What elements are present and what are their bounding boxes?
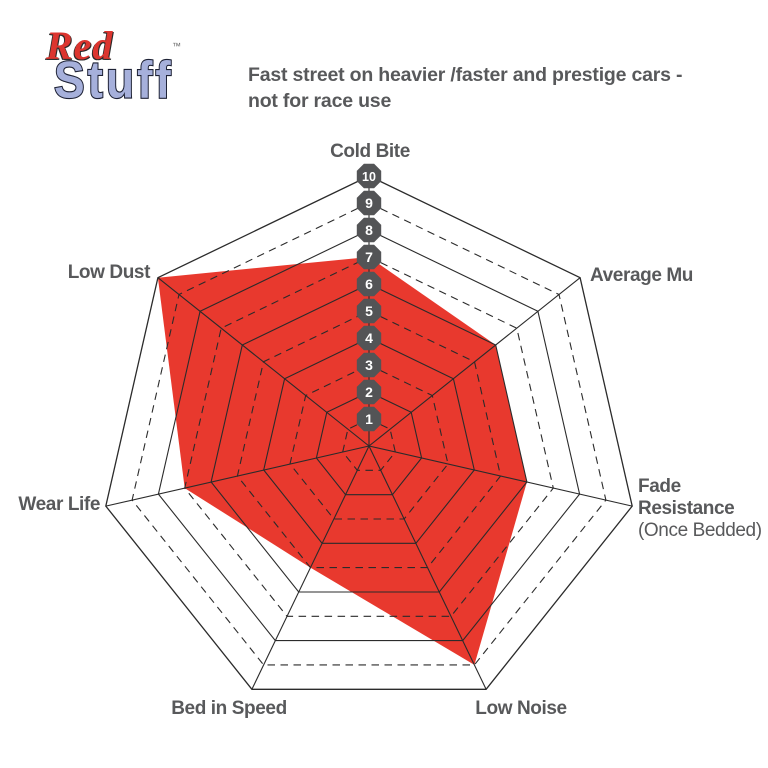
- radar-ring-1: [342, 418, 396, 471]
- axis-label-average-mu: Average Mu: [590, 265, 693, 286]
- scale-badge-label-3: 3: [365, 357, 373, 373]
- radar-spoke-5: [251, 445, 370, 690]
- scale-badge-4: [356, 325, 382, 351]
- scale-badge-label-6: 6: [365, 276, 373, 292]
- radar-ring-3: [289, 364, 449, 520]
- radar-ring-2: [315, 391, 423, 496]
- chart-subtitle: Fast street on heavier /faster and prest…: [248, 64, 683, 113]
- axis-label-wear-life: Wear Life: [18, 494, 100, 515]
- scale-badge-8: [356, 217, 382, 243]
- scale-badge-6: [356, 271, 382, 297]
- axis-label-low-dust: Low Dust: [68, 262, 151, 283]
- scale-badge-10: [356, 163, 382, 189]
- axis-label-low-noise: Low Noise: [475, 698, 566, 719]
- axis-label-bed-in-speed: Bed in Speed: [171, 698, 287, 719]
- scale-badge-9: [356, 190, 382, 216]
- scale-badge-label-10: 10: [362, 170, 376, 184]
- radar-data-polygon: [157, 257, 527, 665]
- scale-badge-5: [356, 298, 382, 324]
- radar-ring-5: [236, 310, 502, 569]
- axis-label-fade-resistance: Resistance: [638, 498, 734, 519]
- scale-badge-label-7: 7: [365, 249, 373, 265]
- scale-badge-label-1: 1: [365, 411, 373, 427]
- scale-badge-7: [356, 244, 382, 270]
- radar-spoke-4: [368, 445, 487, 690]
- scale-badge-2: [356, 379, 382, 405]
- redstuff-logo: Red ™ Stuff: [46, 23, 196, 107]
- logo-trademark-icon: ™: [172, 41, 181, 51]
- scale-badge-1: [356, 406, 382, 432]
- radar-spoke-7: [157, 277, 370, 447]
- scale-badge-3: [356, 352, 382, 378]
- radar-spoke-3: [368, 445, 633, 507]
- radar-spoke-6: [105, 445, 370, 507]
- scale-badge-label-9: 9: [365, 195, 373, 211]
- scale-badge-label-5: 5: [365, 303, 373, 319]
- axis-label-cold-bite: Cold Bite: [330, 141, 410, 162]
- scale-badge-label-2: 2: [365, 384, 373, 400]
- axis-sublabel-fade-resistance: (Once Bedded): [638, 520, 762, 541]
- scale-badge-label-4: 4: [365, 330, 373, 346]
- radar-ring-4: [263, 337, 475, 544]
- radar-ring-6: [210, 283, 528, 593]
- axis-label-fade-resistance: Fade: [638, 476, 681, 497]
- logo-red-text: Red: [46, 23, 114, 68]
- scale-badge-label-8: 8: [365, 222, 373, 238]
- logo-stuff-text: Stuff: [53, 50, 174, 109]
- radar-ring-7: [184, 256, 554, 617]
- radar-spoke-2: [368, 277, 581, 447]
- radar-ring-8: [157, 229, 581, 642]
- radar-ring-10: [105, 175, 633, 690]
